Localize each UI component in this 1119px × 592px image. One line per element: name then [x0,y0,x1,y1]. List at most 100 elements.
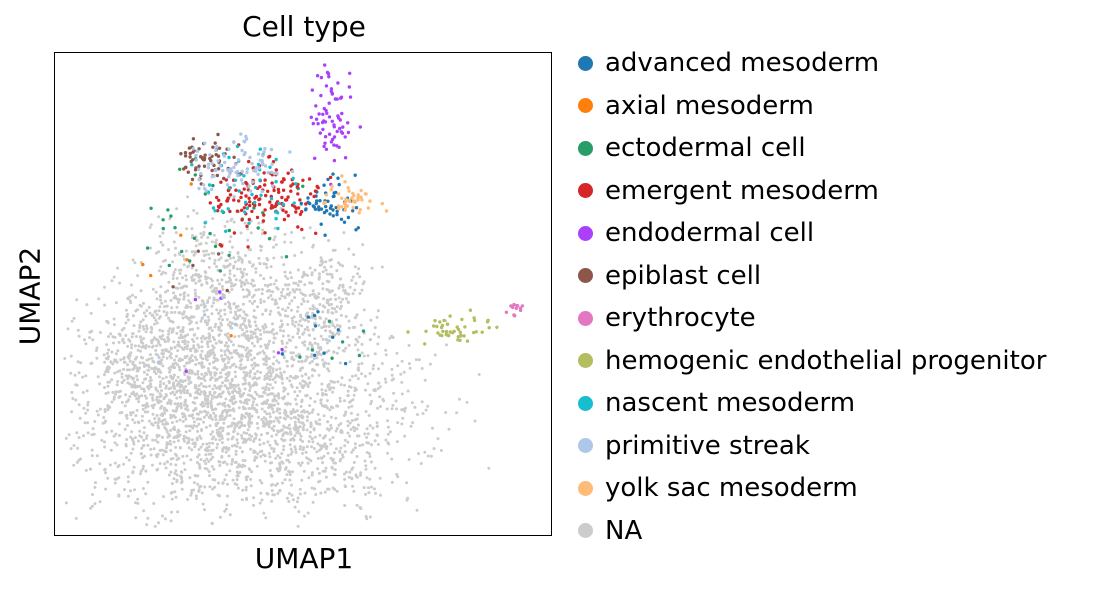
scatter-point [282,177,286,182]
scatter-point [184,249,188,253]
scatter-point [233,260,237,264]
scatter-point [319,75,324,80]
scatter-point [276,429,279,433]
scatter-point [184,407,188,411]
scatter-point [262,390,266,394]
scatter-point [208,349,212,353]
scatter-point [202,164,207,168]
scatter-point [165,430,169,434]
scatter-point [283,314,287,318]
scatter-point [122,367,126,371]
scatter-point [299,405,303,408]
scatter-point [267,425,271,429]
scatter-point [140,394,144,398]
scatter-point [223,353,227,357]
scatter-point [298,212,303,216]
scatter-point [233,283,237,286]
scatter-point [206,394,210,398]
scatter-point [84,342,88,346]
scatter-point [396,421,400,425]
scatter-point [407,344,411,347]
scatter-point [222,154,226,158]
scatter-point [183,391,187,395]
scatter-point [171,421,174,424]
scatter-point [250,414,254,418]
scatter-point [242,152,246,157]
chart-title: Cell type [242,10,366,43]
scatter-point [277,190,281,194]
scatter-point [248,386,252,389]
scatter-point [133,436,137,440]
scatter-point [278,456,282,460]
scatter-point [128,295,132,299]
scatter-point [252,309,256,313]
scatter-point [203,313,207,317]
scatter-point [315,362,319,366]
scatter-point [208,153,212,157]
scatter-point [136,378,139,382]
scatter-point [131,390,135,394]
scatter-point [230,281,233,285]
scatter-point [142,431,146,435]
scatter-point [196,392,200,395]
scatter-point [295,185,299,189]
scatter-point [233,461,237,464]
scatter-point [229,307,233,311]
scatter-point [215,357,218,361]
scatter-point [321,270,325,274]
scatter-point [225,366,229,370]
scatter-point [159,380,163,384]
scatter-point [288,379,292,383]
scatter-point [346,215,351,220]
scatter-point [199,303,203,307]
scatter-point [134,516,138,520]
scatter-point [309,424,313,428]
scatter-point [317,276,321,280]
scatter-point [374,491,377,495]
scatter-point [332,123,336,127]
scatter-point [245,288,249,292]
scatter-point [144,314,148,318]
scatter-point [236,441,240,445]
scatter-point [162,382,166,386]
scatter-point [190,276,194,279]
scatter-point [302,270,306,274]
scatter-point [356,196,360,200]
scatter-point [260,292,264,296]
scatter-point [196,372,200,376]
scatter-point [258,158,262,162]
scatter-point [283,232,287,236]
legend-item: yolk sac mesoderm [578,467,1046,510]
scatter-point [305,410,309,414]
scatter-point [313,487,317,491]
scatter-point [351,484,355,488]
scatter-point [354,473,358,477]
scatter-point [360,342,364,346]
scatter-point [420,367,424,370]
scatter-point [194,494,198,498]
scatter-point [177,282,181,286]
scatter-point [278,416,282,419]
scatter-point [301,184,305,188]
scatter-point [235,424,239,428]
scatter-point [256,370,260,373]
scatter-point [182,292,186,296]
scatter-point [170,482,174,486]
scatter-point [512,313,516,317]
scatter-point [383,377,387,381]
scatter-point [238,279,242,283]
scatter-point [224,507,228,511]
scatter-point [210,329,214,333]
scatter-point [200,390,203,394]
scatter-point [223,363,227,366]
scatter-point [259,394,263,398]
scatter-point [258,328,262,332]
scatter-point [169,399,173,403]
scatter-point [350,196,354,200]
scatter-point [293,296,297,300]
scatter-point [193,372,197,376]
scatter-point [226,482,229,486]
scatter-point [234,365,238,369]
scatter-point [358,292,362,295]
scatter-point [301,440,304,443]
